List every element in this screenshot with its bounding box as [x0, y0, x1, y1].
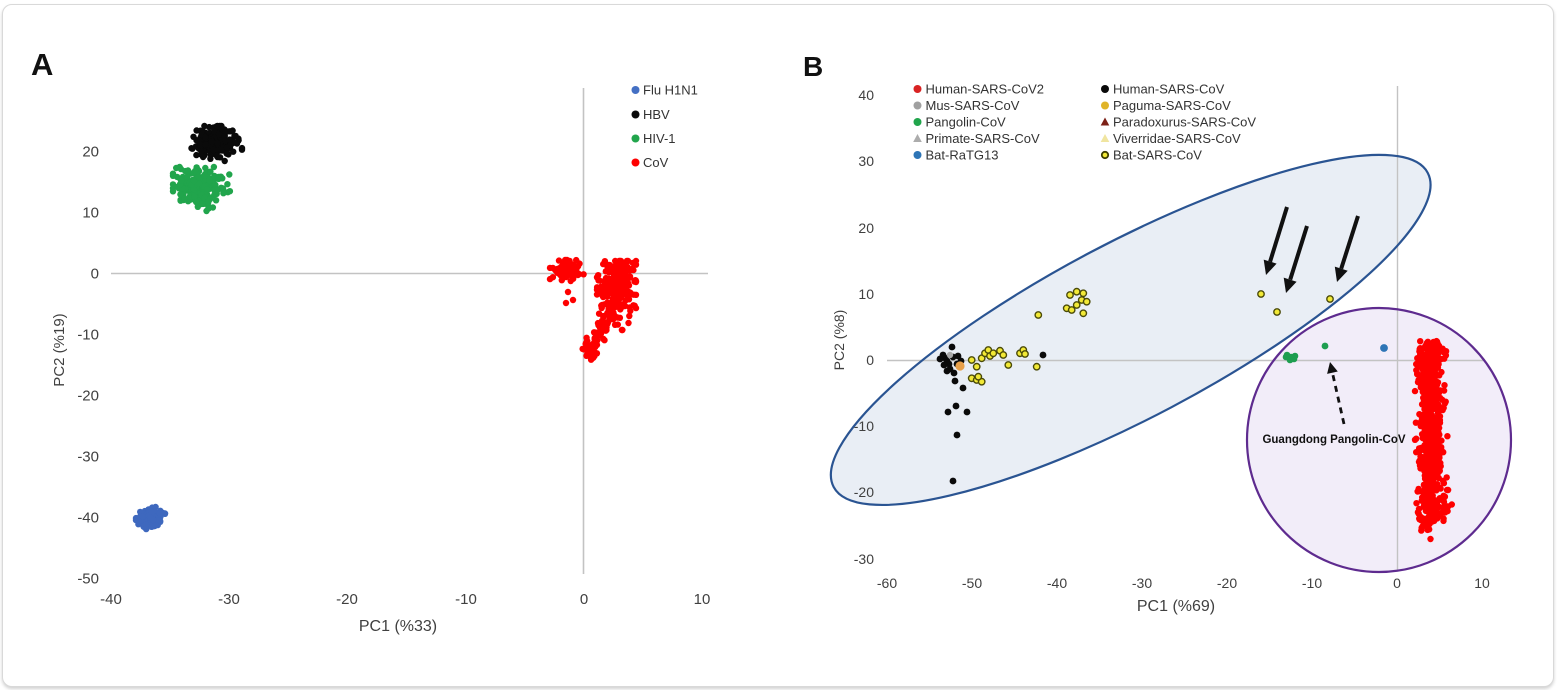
svg-text:Flu H1N1: Flu H1N1 — [643, 83, 698, 98]
svg-text:20: 20 — [858, 220, 874, 236]
svg-text:Mus-SARS-CoV: Mus-SARS-CoV — [926, 98, 1020, 113]
svg-text:Human-SARS-CoV: Human-SARS-CoV — [1113, 82, 1225, 97]
svg-text:-20: -20 — [1217, 575, 1237, 591]
svg-text:-30: -30 — [1132, 575, 1152, 591]
svg-text:-20: -20 — [77, 388, 99, 405]
svg-text:Paradoxurus-SARS-CoV: Paradoxurus-SARS-CoV — [1113, 115, 1256, 130]
svg-text:-40: -40 — [100, 591, 122, 608]
svg-text:-50: -50 — [77, 571, 99, 588]
svg-text:CoV: CoV — [643, 155, 669, 170]
svg-text:B: B — [803, 51, 823, 82]
svg-text:-20: -20 — [854, 484, 874, 500]
svg-text:PC2 (%19): PC2 (%19) — [51, 313, 68, 386]
svg-text:10: 10 — [694, 591, 711, 608]
svg-text:PC2 (%8): PC2 (%8) — [831, 310, 847, 371]
svg-text:Primate-SARS-CoV: Primate-SARS-CoV — [926, 131, 1040, 146]
svg-text:30: 30 — [858, 153, 874, 169]
svg-text:-30: -30 — [218, 591, 240, 608]
svg-text:-10: -10 — [854, 418, 874, 434]
svg-text:Bat-RaTG13: Bat-RaTG13 — [926, 148, 999, 163]
svg-text:Guangdong Pangolin-CoV: Guangdong Pangolin-CoV — [1262, 434, 1405, 446]
svg-text:Paguma-SARS-CoV: Paguma-SARS-CoV — [1113, 98, 1231, 113]
svg-text:0: 0 — [580, 591, 588, 608]
svg-text:-10: -10 — [455, 591, 477, 608]
svg-text:10: 10 — [82, 205, 99, 222]
svg-text:-40: -40 — [1047, 575, 1067, 591]
svg-text:10: 10 — [1474, 575, 1490, 591]
svg-text:Pangolin-CoV: Pangolin-CoV — [926, 115, 1007, 130]
svg-text:40: 40 — [858, 87, 874, 103]
svg-text:-30: -30 — [77, 449, 99, 466]
svg-text:-50: -50 — [962, 575, 982, 591]
svg-text:HBV: HBV — [643, 107, 670, 122]
svg-text:0: 0 — [866, 352, 874, 368]
svg-text:PC1 (%33): PC1 (%33) — [359, 618, 437, 635]
svg-text:-10: -10 — [77, 327, 99, 344]
svg-text:20: 20 — [82, 144, 99, 161]
svg-text:-30: -30 — [854, 551, 874, 567]
svg-text:Viverridae-SARS-CoV: Viverridae-SARS-CoV — [1113, 131, 1241, 146]
svg-text:-40: -40 — [77, 510, 99, 527]
svg-text:PC1 (%69): PC1 (%69) — [1137, 598, 1215, 615]
svg-text:Bat-SARS-CoV: Bat-SARS-CoV — [1113, 148, 1202, 163]
svg-text:0: 0 — [91, 266, 99, 283]
svg-text:Human-SARS-CoV2: Human-SARS-CoV2 — [926, 82, 1045, 97]
svg-text:-20: -20 — [336, 591, 358, 608]
svg-text:A: A — [31, 47, 53, 82]
svg-text:HIV-1: HIV-1 — [643, 131, 676, 146]
svg-text:-60: -60 — [877, 575, 897, 591]
svg-text:10: 10 — [858, 286, 874, 302]
svg-text:0: 0 — [1393, 575, 1401, 591]
svg-text:-10: -10 — [1302, 575, 1322, 591]
